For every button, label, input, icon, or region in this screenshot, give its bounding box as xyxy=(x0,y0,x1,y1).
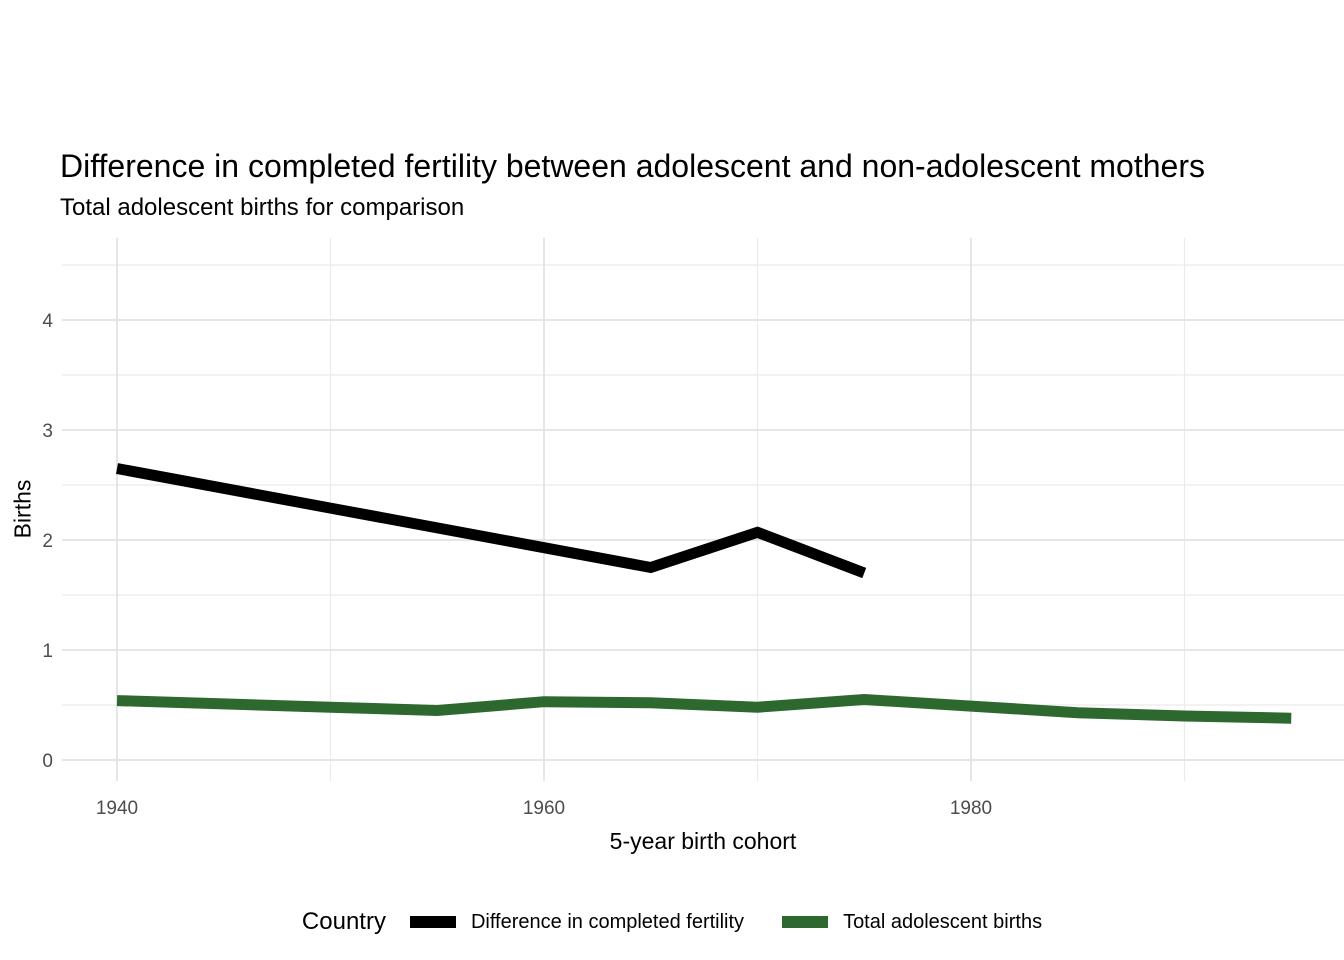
x-axis-title: 5-year birth cohort xyxy=(609,828,797,854)
series-line xyxy=(116,693,1292,724)
legend-item: Total adolescent births xyxy=(782,911,1042,934)
chart-title: Difference in completed fertility betwee… xyxy=(60,148,1205,184)
y-tick-label: 0 xyxy=(42,751,53,772)
legend: Country Difference in completed fertilit… xyxy=(0,906,1344,938)
legend-items: Difference in completed fertility Total a… xyxy=(409,910,1042,934)
legend-title: Country xyxy=(301,908,386,935)
x-tick-label: 1940 xyxy=(96,798,138,819)
y-tick-label: 1 xyxy=(42,641,53,662)
y-axis-title: Births xyxy=(9,479,36,539)
y-tick-label: 4 xyxy=(42,311,53,332)
chart-subtitle: Total adolescent births for comparison xyxy=(60,194,465,221)
legend-key-line xyxy=(782,916,829,928)
y-tick-label: 3 xyxy=(42,421,53,442)
legend-label: Difference in completed fertility xyxy=(470,910,745,933)
legend-label: Total adolescent births xyxy=(843,910,1043,933)
y-tick-label: 2 xyxy=(42,531,53,552)
x-tick-label: 1980 xyxy=(950,798,992,819)
legend-key-line xyxy=(409,916,456,928)
series-line xyxy=(115,463,867,579)
legend-item: Difference in completed fertility xyxy=(409,910,745,934)
x-tick-label: 1960 xyxy=(523,798,565,819)
